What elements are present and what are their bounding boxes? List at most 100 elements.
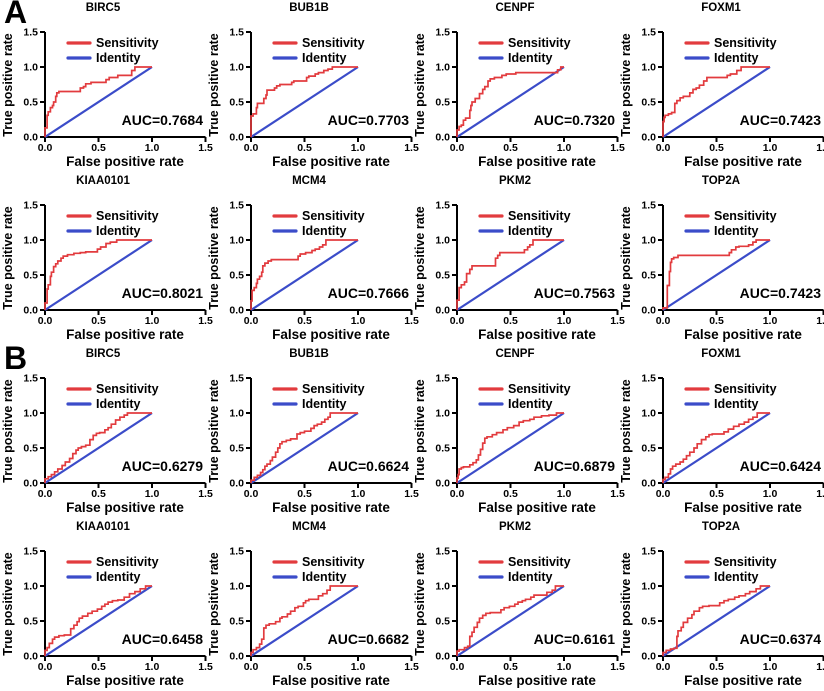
y-tick-label: 1.0: [641, 581, 656, 593]
legend-sensitivity-label: Sensitivity: [714, 36, 777, 50]
y-tick-label: 0.5: [435, 616, 450, 628]
x-tick-label: 0.5: [91, 661, 106, 673]
identity-line: [44, 412, 153, 484]
x-tick-label: 0.5: [503, 488, 518, 500]
legend-identity-label: Identity: [508, 224, 552, 238]
y-axis-label: True positive rate: [619, 206, 633, 310]
legend-sensitivity-label: Sensitivity: [508, 36, 571, 50]
x-tick-label: 1.0: [763, 315, 778, 327]
roc-curve: [250, 412, 358, 483]
y-tick-label: 0.5: [435, 97, 450, 109]
y-tick-label: 0.0: [229, 132, 244, 144]
identity-line: [456, 585, 565, 657]
y-axis-label: True positive rate: [413, 206, 427, 310]
identity-line: [662, 66, 771, 138]
roc-plot: 0.0 0.5 1.0 1.5 0.0 0.5 1.0 1.5 False positive r…: [413, 373, 625, 516]
legend-sensitivity-label: Sensitivity: [302, 382, 365, 396]
y-tick-label: 1.0: [229, 408, 244, 420]
x-tick-label: 0.5: [503, 315, 518, 327]
roc-plot: 0.0 0.5 1.0 1.5 0.0 0.5 1.0 1.5 False positive r…: [207, 373, 419, 516]
y-axis-label: True positive rate: [619, 33, 633, 137]
legend-sensitivity-label: Sensitivity: [96, 555, 159, 569]
x-axis-label: False positive rate: [478, 673, 596, 688]
identity-line: [456, 66, 565, 138]
y-tick-label: 0.0: [435, 132, 450, 144]
axes-spines: [44, 378, 206, 484]
roc-plot: 0.0 0.5 1.0 1.5 0.0 0.5 1.0 1.5 False positive r…: [1, 546, 213, 689]
x-tick-label: 1.5: [404, 488, 419, 500]
chart-title: KIAA0101: [76, 521, 130, 533]
y-tick-label: 1.0: [435, 408, 450, 420]
y-tick-label: 0.5: [435, 443, 450, 455]
roc-plot: 0.0 0.5 1.0 1.5 0.0 0.5 1.0 1.5 False positive r…: [413, 200, 625, 343]
axes-spines: [456, 378, 618, 484]
identity-line: [44, 66, 153, 138]
chart-title: PKM2: [499, 175, 531, 187]
roc-curve: [250, 239, 358, 310]
roc-curve: [456, 585, 564, 656]
y-tick-label: 0.0: [641, 478, 656, 490]
y-tick-label: 0.0: [229, 651, 244, 663]
x-tick-label: 1.5: [404, 315, 419, 327]
y-tick-label: 1.0: [23, 408, 38, 420]
x-tick-label: 1.0: [351, 661, 366, 673]
roc-curve: [44, 239, 152, 310]
y-tick-label: 0.0: [435, 651, 450, 663]
x-tick-label: 1.5: [198, 142, 213, 154]
y-axis-label: True positive rate: [413, 379, 427, 483]
x-axis-label: False positive rate: [66, 673, 184, 688]
x-tick-label: 0.0: [244, 661, 259, 673]
auc-label: AUC=0.7320: [533, 112, 615, 128]
roc-plot: 0.0 0.5 1.0 1.5 0.0 0.5 1.0 1.5 False positive r…: [619, 27, 824, 169]
x-tick-label: 1.0: [351, 142, 366, 154]
x-tick-label: 0.0: [656, 142, 671, 154]
auc-label: AUC=0.6424: [739, 458, 821, 474]
x-tick-label: 1.5: [198, 488, 213, 500]
roc-curve: [662, 412, 770, 483]
y-axis-label: True positive rate: [413, 33, 427, 137]
roc-plot: 0.0 0.5 1.0 1.5 0.0 0.5 1.0 1.5 False positive r…: [207, 200, 419, 343]
auc-label: AUC=0.6458: [121, 631, 203, 647]
x-tick-label: 1.5: [816, 488, 824, 500]
x-tick-label: 0.5: [297, 315, 312, 327]
identity-line: [250, 66, 359, 138]
y-tick-label: 1.5: [435, 546, 450, 558]
y-tick-label: 0.5: [641, 616, 656, 628]
y-tick-label: 0.0: [641, 651, 656, 663]
x-tick-label: 1.0: [763, 488, 778, 500]
axes-spines: [44, 551, 206, 657]
legend-sensitivity-label: Sensitivity: [302, 36, 365, 50]
axes-spines: [456, 551, 618, 657]
panel-a-label: A: [4, 0, 28, 30]
x-tick-label: 0.0: [244, 488, 259, 500]
x-axis-label: False positive rate: [478, 500, 596, 515]
chart-title: FOXM1: [701, 348, 741, 360]
chart-title: KIAA0101: [76, 175, 130, 187]
x-axis-label: False positive rate: [66, 327, 184, 342]
x-tick-label: 0.5: [503, 142, 518, 154]
panel-a: A BIRC5 0.0 0.5 1.0 1.5 0.0 0.5 1.0 1.5 False po…: [1, 0, 824, 343]
legend-identity-label: Identity: [96, 397, 140, 411]
y-tick-label: 1.0: [435, 235, 450, 247]
identity-line: [44, 585, 153, 657]
chart-title: BUB1B: [289, 2, 329, 14]
axes-spines: [662, 378, 824, 484]
y-tick-label: 1.0: [23, 62, 38, 74]
y-tick-label: 1.5: [641, 27, 656, 39]
y-tick-label: 0.5: [229, 270, 244, 282]
x-tick-label: 0.0: [450, 488, 465, 500]
roc-plot: 0.0 0.5 1.0 1.5 0.0 0.5 1.0 1.5 False positive r…: [1, 200, 213, 343]
roc-curve: [662, 66, 770, 137]
x-tick-label: 0.5: [709, 315, 724, 327]
roc-curve: [456, 239, 564, 310]
chart-title: BIRC5: [85, 2, 121, 14]
y-tick-label: 0.0: [435, 305, 450, 317]
axes-spines: [456, 32, 618, 138]
roc-curve: [44, 412, 152, 483]
chart-b-foxm1: FOXM1 0.0 0.5 1.0 1.5 0.0 0.5 1.0 1.5 False posi…: [618, 346, 824, 519]
y-tick-label: 1.5: [23, 200, 38, 212]
y-tick-label: 0.5: [23, 443, 38, 455]
roc-plot: 0.0 0.5 1.0 1.5 0.0 0.5 1.0 1.5 False positive r…: [1, 373, 213, 516]
chart-title: TOP2A: [701, 175, 741, 187]
